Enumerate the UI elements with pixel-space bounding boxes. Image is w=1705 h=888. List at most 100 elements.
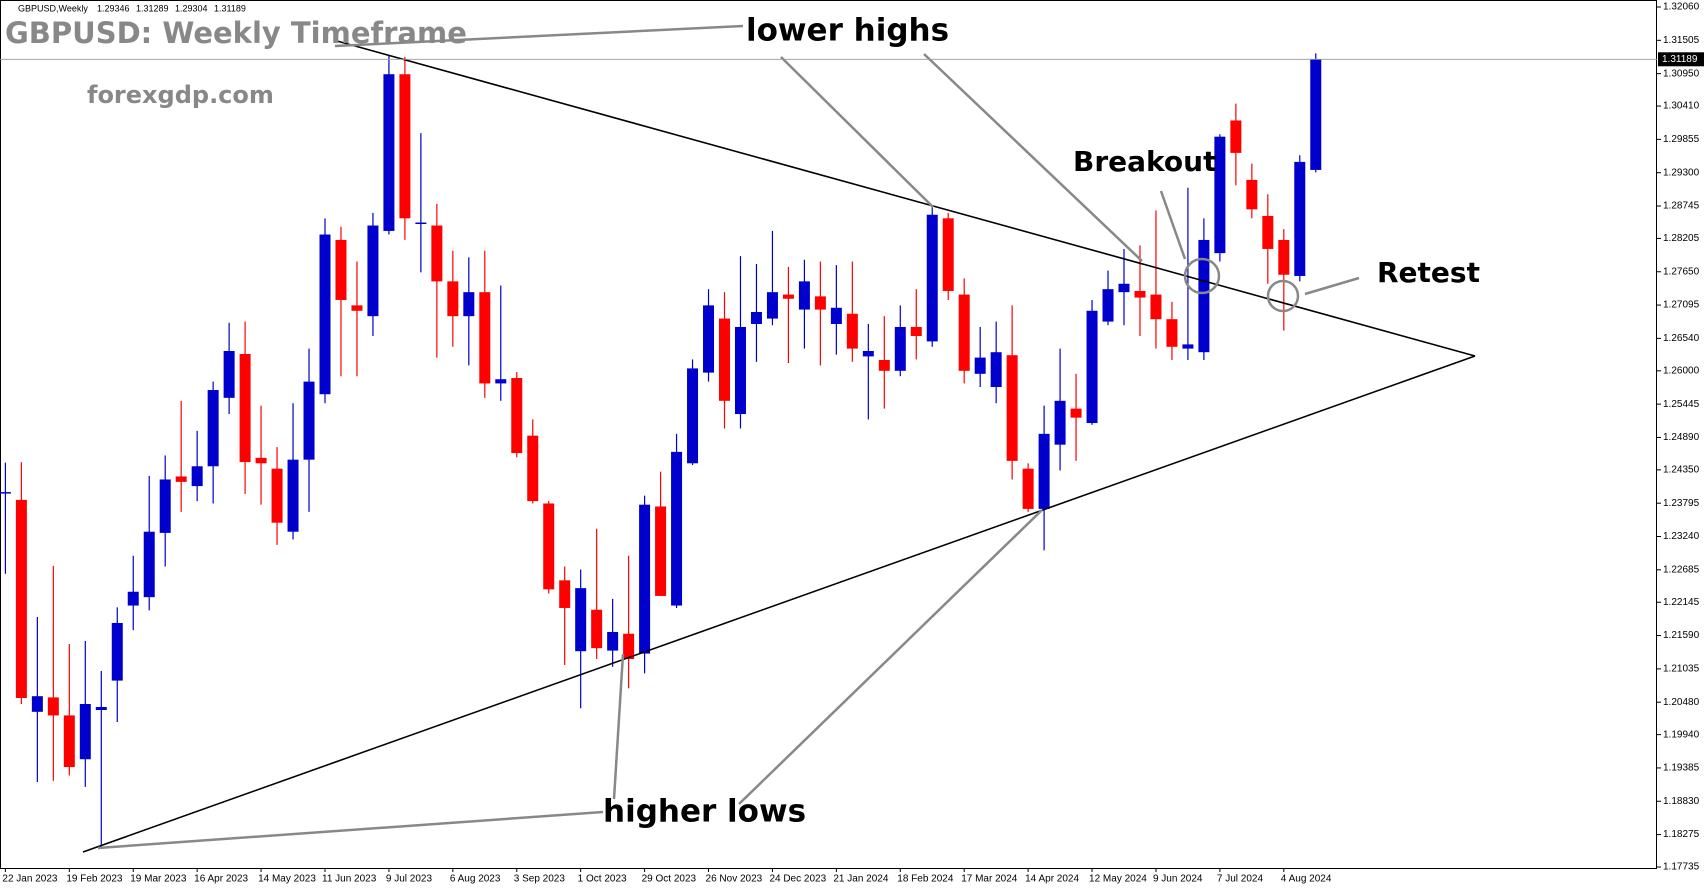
candle-body xyxy=(623,633,635,659)
candle-body xyxy=(894,326,906,371)
x-tick-label: 16 Apr 2023 xyxy=(194,874,248,885)
chart-title: GBPUSD: Weekly Timeframe xyxy=(5,16,467,50)
candle-body xyxy=(111,622,123,681)
candle-body xyxy=(878,360,890,371)
candle-body xyxy=(271,468,283,523)
y-tick-label: 1.25445 xyxy=(1663,399,1700,410)
y-tick-label: 1.18830 xyxy=(1663,796,1700,807)
candle-body xyxy=(479,292,491,384)
watermark: forexgdp.com xyxy=(87,81,274,109)
candle-body xyxy=(1246,179,1258,210)
candle-body xyxy=(0,492,11,494)
ohlc-close: 1.31189 xyxy=(214,3,246,13)
x-tick-label: 19 Mar 2023 xyxy=(130,874,187,885)
candle-body xyxy=(159,479,171,533)
candle-body xyxy=(255,457,267,464)
candle-body xyxy=(766,292,778,319)
x-tick-label: 9 Jul 2023 xyxy=(386,874,433,885)
candle-body xyxy=(846,313,858,349)
y-tick-label: 1.30950 xyxy=(1663,68,1700,79)
candle-body xyxy=(399,74,411,219)
candle-body xyxy=(1022,468,1034,509)
y-tick-label: 1.19940 xyxy=(1663,729,1700,740)
y-tick-label: 1.27650 xyxy=(1663,266,1700,277)
candle-body xyxy=(655,506,667,596)
candle-body xyxy=(830,307,842,324)
retest-circle xyxy=(1266,279,1300,313)
x-tick-label: 29 Oct 2023 xyxy=(642,874,697,885)
candle-body xyxy=(1086,310,1098,424)
y-tick-label: 1.22685 xyxy=(1663,564,1700,575)
candle-body xyxy=(1006,355,1018,461)
candle-body xyxy=(415,222,427,225)
candle-body xyxy=(207,390,219,467)
candle-body xyxy=(671,451,683,606)
candle-body xyxy=(351,305,363,311)
x-tick-label: 3 Sep 2023 xyxy=(514,874,566,885)
pointers xyxy=(97,24,1360,850)
y-tick-label: 1.21590 xyxy=(1663,630,1700,641)
y-tick-label: 1.28205 xyxy=(1663,233,1700,244)
y-tick-label: 1.23795 xyxy=(1663,498,1700,509)
candle-body xyxy=(591,609,603,649)
candle-body xyxy=(814,296,826,310)
x-tick-label: 4 Aug 2024 xyxy=(1281,874,1332,885)
candle-body xyxy=(79,704,91,760)
upper-trendline xyxy=(336,40,1476,357)
candle-body xyxy=(367,225,379,317)
ohlc-open: 1.29346 xyxy=(97,3,130,13)
annotation: Retest xyxy=(1377,256,1480,289)
candle-body xyxy=(143,531,155,598)
ohlc-high: 1.31289 xyxy=(136,3,169,13)
y-tick-label: 1.26000 xyxy=(1663,365,1700,376)
y-tick-label: 1.20480 xyxy=(1663,697,1700,708)
candle-body xyxy=(383,74,395,231)
candle-body xyxy=(958,294,970,371)
plot-frame xyxy=(0,0,1657,869)
y-tick-label: 1.26540 xyxy=(1663,333,1700,344)
candle-body xyxy=(239,354,251,463)
x-tick-label: 12 May 2024 xyxy=(1089,874,1147,885)
candle-body xyxy=(575,588,587,652)
candle-body xyxy=(607,631,619,651)
x-tick-label: 1 Oct 2023 xyxy=(578,874,627,885)
candle-body xyxy=(1262,215,1274,249)
annotation: higher lows xyxy=(603,794,806,830)
candle-body xyxy=(990,352,1002,388)
candle-body xyxy=(543,503,555,590)
y-tick-label: 1.23240 xyxy=(1663,531,1700,542)
candles xyxy=(0,53,1322,848)
candle-body xyxy=(1150,294,1162,320)
candle-body xyxy=(431,225,443,282)
x-tick-label: 24 Dec 2023 xyxy=(769,874,826,885)
breakout-circle xyxy=(1183,257,1221,295)
candle-body xyxy=(191,466,203,487)
candle-body xyxy=(1278,239,1290,275)
candle-body xyxy=(319,234,331,395)
candle-body xyxy=(95,707,107,711)
candle-body xyxy=(31,696,43,712)
candle-body xyxy=(63,715,75,768)
pointer-line xyxy=(97,810,604,850)
y-tick-label: 1.29855 xyxy=(1663,134,1700,145)
x-tick-label: 22 Jan 2023 xyxy=(2,874,57,885)
candle-body xyxy=(335,239,347,300)
pointer-line xyxy=(738,509,1043,805)
candle-body xyxy=(1166,319,1178,347)
y-tick-label: 1.17735 xyxy=(1663,862,1700,873)
candle-body xyxy=(703,305,715,373)
y-tick-label: 1.24890 xyxy=(1663,432,1700,443)
pointer-line xyxy=(612,653,625,800)
price-tag-label: 1.31189 xyxy=(1662,54,1698,65)
candle-body xyxy=(511,378,523,454)
x-tick-label: 9 Jun 2024 xyxy=(1153,874,1203,885)
candle-body xyxy=(782,294,794,299)
candle-body xyxy=(447,281,459,317)
y-tick-label: 1.22145 xyxy=(1663,597,1700,608)
x-tick-label: 7 Jul 2024 xyxy=(1217,874,1264,885)
candle-body xyxy=(127,591,139,606)
x-tick-label: 6 Aug 2023 xyxy=(450,874,501,885)
pointer-line xyxy=(1304,276,1360,296)
candle-body xyxy=(639,504,651,654)
